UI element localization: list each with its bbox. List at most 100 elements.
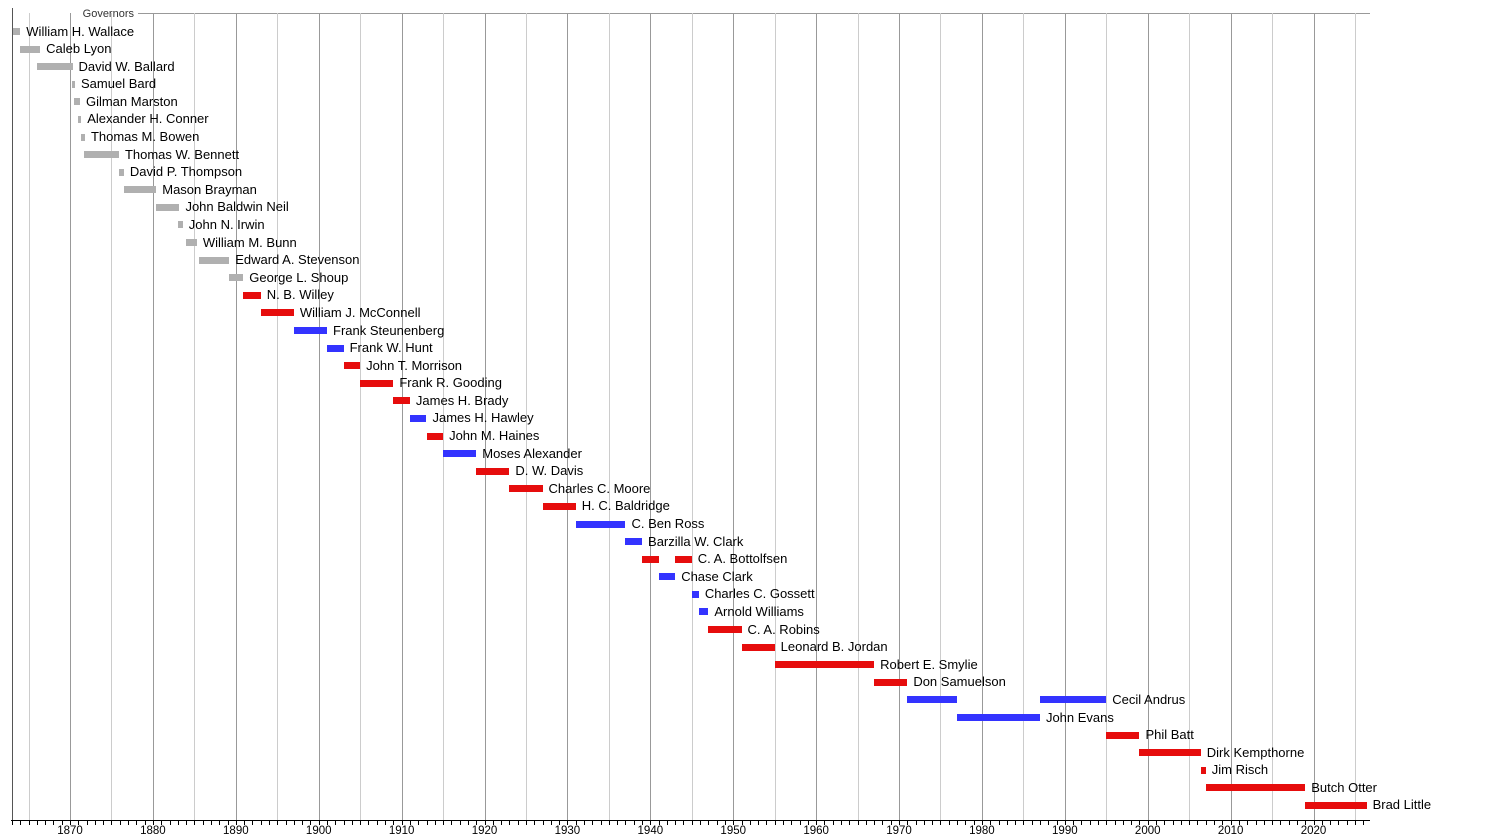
governor-term-bar xyxy=(642,555,659,563)
axis-tick xyxy=(1180,820,1182,825)
axis-tick xyxy=(600,820,602,825)
axis-tick xyxy=(857,820,859,825)
axis-tick xyxy=(824,820,826,825)
axis-tick-label: 1960 xyxy=(803,824,829,837)
axis-tick-label: 1890 xyxy=(223,824,249,837)
gridline-minor xyxy=(774,13,776,820)
axis-tick xyxy=(45,820,47,825)
axis-tick xyxy=(1363,820,1365,825)
axis-tick xyxy=(1156,820,1158,825)
axis-tick xyxy=(700,820,702,825)
axis-tick xyxy=(351,820,353,825)
gridline-decade xyxy=(318,13,320,820)
gridline-decade xyxy=(981,13,983,820)
governor-term-bar xyxy=(698,608,709,616)
axis-tick xyxy=(1255,820,1257,825)
governor-name-label: C. A. Robins xyxy=(747,621,820,637)
governor-term-bar xyxy=(907,696,958,704)
axis-tick xyxy=(559,820,561,825)
governor-term-bar xyxy=(260,309,294,317)
axis-tick xyxy=(484,820,486,825)
axis-tick xyxy=(741,820,743,825)
governor-name-label: Charles C. Gossett xyxy=(704,586,815,602)
axis-tick xyxy=(385,820,387,825)
axis-tick xyxy=(865,820,867,825)
governor-name-label: John Baldwin Neil xyxy=(185,199,289,215)
axis-tick xyxy=(1205,820,1207,825)
governor-name-label: Robert E. Smylie xyxy=(880,656,978,672)
axis-tick xyxy=(219,820,221,825)
governor-term-bar xyxy=(658,573,676,581)
axis-tick xyxy=(874,820,876,825)
gridline-decade xyxy=(70,13,72,820)
gridline-minor xyxy=(608,13,610,820)
governor-name-label: Chase Clark xyxy=(681,568,753,584)
axis-tick xyxy=(343,820,345,825)
axis-tick xyxy=(1247,820,1249,825)
axis-tick xyxy=(1280,820,1282,825)
axis-tick xyxy=(981,820,983,825)
axis-tick xyxy=(550,820,552,825)
axis-tick xyxy=(1214,820,1216,825)
axis-tick xyxy=(161,820,163,825)
axis-tick xyxy=(210,820,212,825)
governor-term-bar xyxy=(675,555,692,563)
axis-tick xyxy=(1015,820,1017,825)
axis-tick xyxy=(915,820,917,825)
axis-tick xyxy=(849,820,851,825)
axis-tick xyxy=(260,820,262,825)
governor-name-label: Cecil Andrus xyxy=(1112,691,1186,707)
axis-tick xyxy=(1031,820,1033,825)
axis-tick xyxy=(1106,820,1108,825)
axis-tick xyxy=(467,820,469,825)
governor-name-label: William H. Wallace xyxy=(26,23,135,39)
gridline-decade xyxy=(1313,13,1315,820)
gridline-minor xyxy=(1189,13,1191,820)
governor-term-bar xyxy=(542,502,576,510)
gridline-decade xyxy=(816,13,818,820)
governor-term-bar xyxy=(575,520,626,528)
gridline-minor xyxy=(443,13,445,820)
axis-tick xyxy=(418,820,420,825)
gridline-decade xyxy=(1147,13,1149,820)
axis-tick xyxy=(990,820,992,825)
governor-term-bar xyxy=(708,626,742,634)
governor-name-label: Thomas W. Bennett xyxy=(124,146,240,162)
governor-name-label: Brad Little xyxy=(1372,797,1432,813)
governor-name-label: Dirk Kempthorne xyxy=(1206,744,1305,760)
axis-tick-label: 1920 xyxy=(471,824,498,837)
governor-name-label: Caleb Lyon xyxy=(46,41,112,57)
governor-term-bar xyxy=(874,678,908,686)
axis-tick xyxy=(774,820,776,825)
axis-tick xyxy=(1313,820,1315,825)
axis-tick-label: 1970 xyxy=(886,824,912,837)
axis-tick xyxy=(749,820,751,825)
governor-term-bar xyxy=(1106,731,1140,739)
axis-tick xyxy=(426,820,428,825)
axis-tick xyxy=(832,820,834,825)
axis-tick xyxy=(716,820,718,825)
governor-term-bar xyxy=(36,63,73,71)
governor-term-bar xyxy=(78,115,82,123)
governor-name-label: John Evans xyxy=(1045,709,1114,725)
axis-tick xyxy=(973,820,975,825)
governor-term-bar xyxy=(1200,766,1206,774)
governor-term-bar xyxy=(691,590,699,598)
axis-tick xyxy=(302,820,304,825)
axis-tick-label: 1940 xyxy=(637,824,664,837)
gridline-minor xyxy=(691,13,693,820)
axis-tick xyxy=(584,820,585,825)
governor-name-label: Leonard B. Jordan xyxy=(780,639,888,655)
governor-term-bar xyxy=(123,186,157,194)
governor-name-label: David W. Ballard xyxy=(78,58,175,74)
axis-tick xyxy=(1354,820,1356,825)
chart-title: Governors xyxy=(82,8,134,20)
governor-name-label: Arnold Williams xyxy=(714,603,804,619)
governor-name-label: Frank W. Hunt xyxy=(349,340,433,356)
governor-name-label: James H. Brady xyxy=(415,392,509,408)
gridline-minor xyxy=(1272,13,1274,820)
axis-tick xyxy=(658,820,660,825)
axis-tick xyxy=(1147,820,1149,825)
gridline-minor xyxy=(360,13,362,820)
